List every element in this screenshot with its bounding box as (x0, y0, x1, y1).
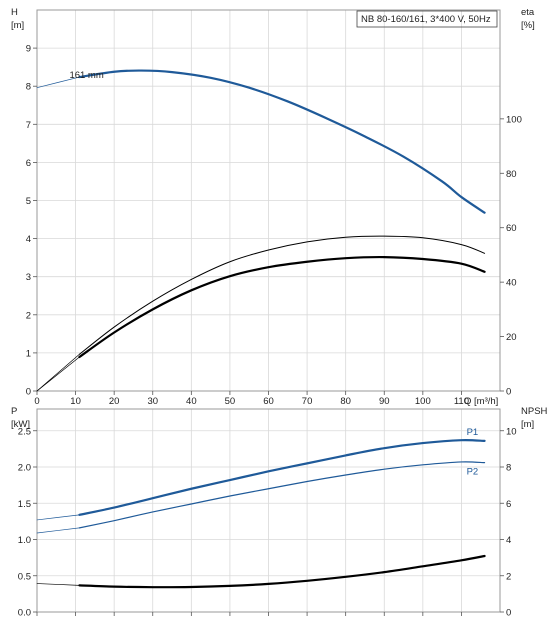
x-tick-label: 50 (225, 396, 236, 407)
series-label: P2 (467, 467, 479, 478)
y-axis-unit: [kW] (11, 419, 30, 430)
y2-tick-label: 10 (506, 426, 517, 437)
series-line (78, 255, 486, 359)
y-tick-label: 4 (26, 234, 31, 245)
y2-tick-label: 100 (506, 114, 522, 125)
series-line (78, 461, 486, 529)
y2-axis-unit: [m] (521, 419, 534, 430)
y-tick-label: 0.5 (18, 571, 31, 582)
y2-tick-label: 0 (506, 608, 511, 619)
x-tick-label: 0 (34, 396, 39, 407)
y-tick-label: 8 (26, 82, 31, 93)
series-extension-line (36, 76, 80, 89)
x-tick-label: 20 (109, 396, 120, 407)
x-tick-label: 80 (340, 396, 351, 407)
series-line (78, 235, 486, 355)
series-extension-line (36, 527, 80, 534)
y-tick-label: 2.5 (18, 426, 31, 437)
title-box (356, 10, 498, 28)
chart-title: NB 80-160/161, 3*400 V, 50Hz (361, 14, 491, 25)
series-extension-line (36, 356, 80, 392)
x-axis-label: Q [m³/h] (464, 396, 498, 407)
y2-tick-label: 6 (506, 499, 511, 510)
y2-tick-label: 20 (506, 332, 517, 343)
y-tick-label: 2 (26, 310, 31, 321)
series-line (78, 554, 486, 589)
y2-tick-label: 2 (506, 571, 511, 582)
y-tick-label: 2.0 (18, 463, 31, 474)
y2-tick-label: 40 (506, 278, 517, 289)
x-tick-label: 60 (263, 396, 274, 407)
x-tick-label: 110 (454, 396, 469, 407)
series-label: P1 (467, 427, 479, 438)
x-tick-label: 100 (415, 396, 431, 407)
y-tick-label: 0 (26, 387, 31, 398)
y2-tick-label: 0 (506, 387, 511, 398)
y-tick-label: 3 (26, 272, 31, 283)
y2-tick-label: 80 (506, 169, 517, 180)
y2-axis-unit: [%] (521, 20, 535, 31)
y2-axis-label: NPSH (521, 406, 548, 417)
y-tick-label: 1.0 (18, 535, 31, 546)
x-tick-label: 10 (70, 396, 81, 407)
series-extension-line (36, 583, 80, 586)
y-axis-label: H (11, 7, 18, 18)
y2-tick-label: 4 (506, 535, 511, 546)
series-extension-line (36, 514, 80, 521)
y-tick-label: 5 (26, 196, 31, 207)
x-tick-label: 40 (186, 396, 197, 407)
y-tick-label: 1.5 (18, 499, 31, 510)
y-tick-label: 0.0 (18, 608, 31, 619)
impeller-diameter-label: 161 mm (69, 70, 103, 81)
y2-axis-label: eta (521, 7, 535, 18)
power-npsh-panel: 0.0 0.5 1.0 1.5 2.0 2.5 0 2 4 6 8 10 P [kW] NPSH [m] P1 P… (11, 406, 548, 619)
y-tick-label: 7 (26, 120, 31, 131)
series-line (78, 438, 486, 516)
y2-tick-label: 8 (506, 463, 511, 474)
series-line (78, 69, 486, 214)
y2-tick-label: 60 (506, 223, 517, 234)
y-axis-label: P (11, 406, 17, 417)
x-tick-label: 30 (147, 396, 158, 407)
y-axis-unit: [m] (11, 20, 24, 31)
y-tick-label: 1 (26, 348, 31, 359)
y-tick-label: 6 (26, 158, 31, 169)
x-tick-label: 90 (379, 396, 390, 407)
y-tick-label: 9 (26, 44, 31, 55)
x-tick-label: 70 (302, 396, 313, 407)
